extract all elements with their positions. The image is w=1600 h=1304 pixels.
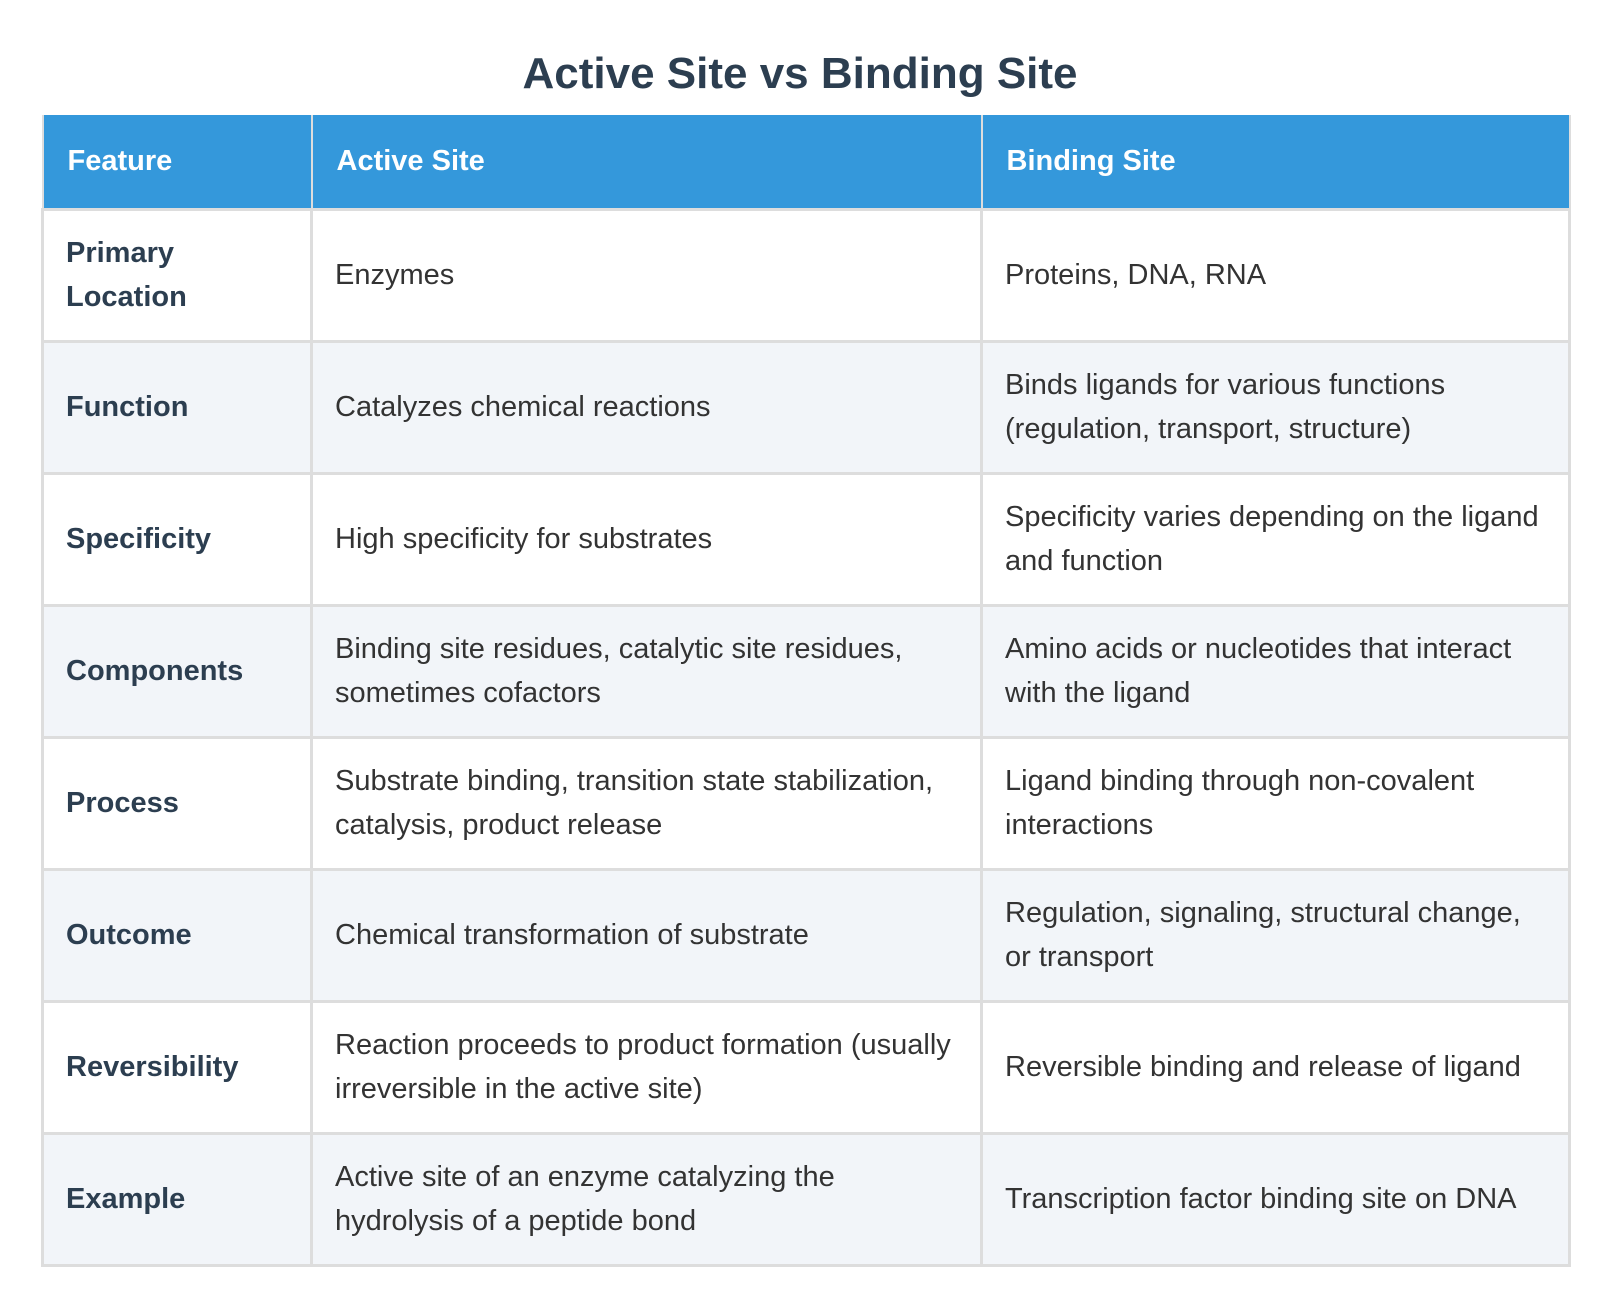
feature-cell: Primary Location: [41, 207, 313, 343]
binding-site-cell: Ligand binding through non-covalent inte…: [980, 735, 1571, 871]
feature-cell: Process: [41, 735, 313, 871]
binding-site-cell: Reversible binding and release of ligand: [980, 999, 1571, 1135]
comparison-table-container: Feature Active Site Binding Site Primary…: [41, 115, 1571, 1267]
active-site-cell: Substrate binding, transition state stab…: [310, 735, 983, 871]
binding-site-cell: Transcription factor binding site on DNA: [980, 1131, 1571, 1267]
table-row: Primary Location Enzymes Proteins, DNA, …: [41, 207, 1571, 343]
binding-site-cell: Amino acids or nucleotides that interact…: [980, 603, 1571, 739]
active-site-cell: Active site of an enzyme catalyzing the …: [310, 1131, 983, 1267]
binding-site-cell: Proteins, DNA, RNA: [980, 207, 1571, 343]
comparison-table: Feature Active Site Binding Site Primary…: [41, 115, 1571, 1267]
feature-cell: Components: [41, 603, 313, 739]
header-feature: Feature: [41, 115, 313, 210]
table-row: Reversibility Reaction proceeds to produ…: [41, 999, 1571, 1135]
table-row: Example Active site of an enzyme catalyz…: [41, 1131, 1571, 1267]
header-active-site: Active Site: [310, 115, 983, 210]
active-site-cell: Chemical transformation of substrate: [310, 867, 983, 1003]
table-row: Function Catalyzes chemical reactions Bi…: [41, 339, 1571, 475]
binding-site-cell: Binds ligands for various functions (reg…: [980, 339, 1571, 475]
active-site-cell: Reaction proceeds to product formation (…: [310, 999, 983, 1135]
table-row: Outcome Chemical transformation of subst…: [41, 867, 1571, 1003]
binding-site-cell: Regulation, signaling, structural change…: [980, 867, 1571, 1003]
active-site-cell: Binding site residues, catalytic site re…: [310, 603, 983, 739]
table-row: Specificity High specificity for substra…: [41, 471, 1571, 607]
table-row: Components Binding site residues, cataly…: [41, 603, 1571, 739]
table-row: Process Substrate binding, transition st…: [41, 735, 1571, 871]
feature-cell: Example: [41, 1131, 313, 1267]
binding-site-cell: Specificity varies depending on the liga…: [980, 471, 1571, 607]
active-site-cell: High specificity for substrates: [310, 471, 983, 607]
header-binding-site: Binding Site: [980, 115, 1571, 210]
page-title: Active Site vs Binding Site: [522, 49, 1078, 98]
feature-cell: Function: [41, 339, 313, 475]
table-header-row: Feature Active Site Binding Site: [41, 115, 1571, 210]
feature-cell: Reversibility: [41, 999, 313, 1135]
feature-cell: Outcome: [41, 867, 313, 1003]
active-site-cell: Enzymes: [310, 207, 983, 343]
active-site-cell: Catalyzes chemical reactions: [310, 339, 983, 475]
feature-cell: Specificity: [41, 471, 313, 607]
